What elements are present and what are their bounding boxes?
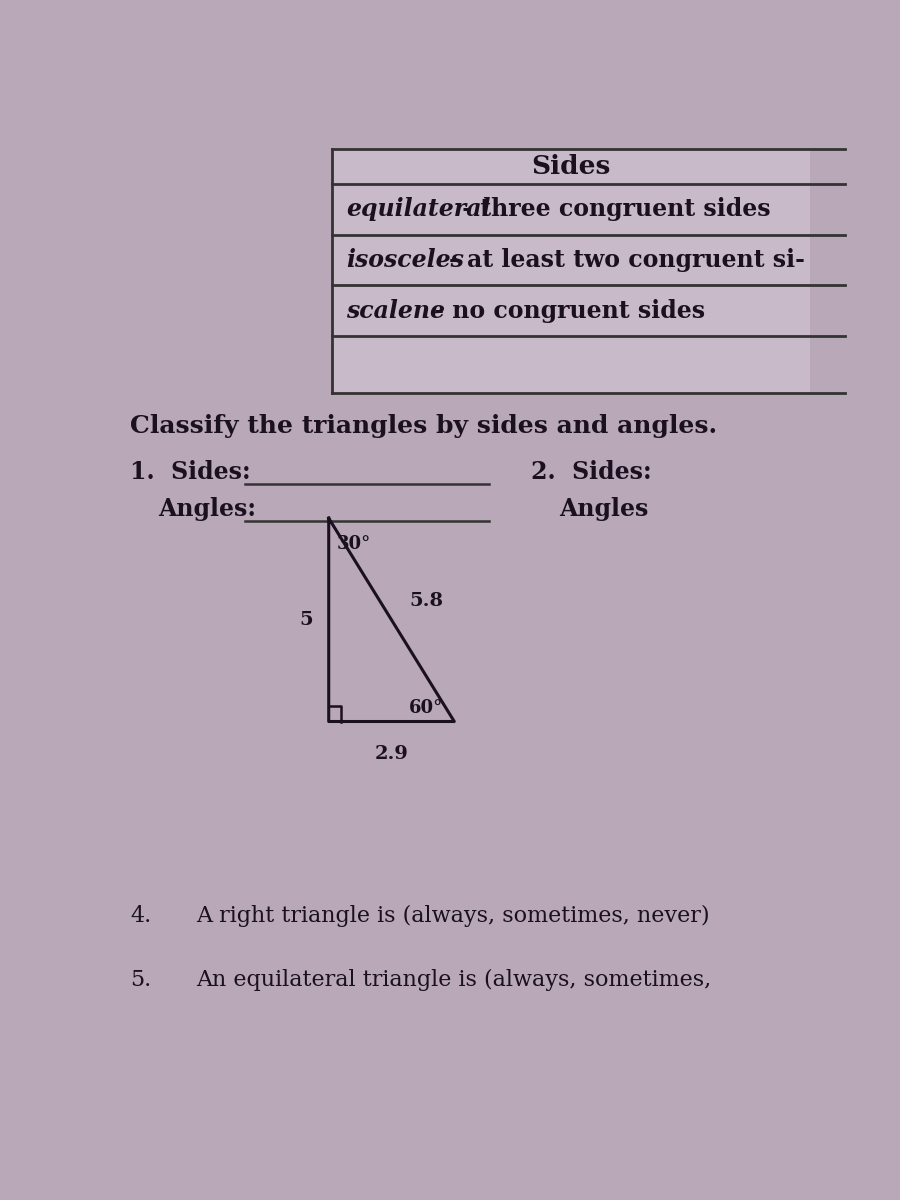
Text: Angles: Angles xyxy=(559,497,648,521)
Text: 4.: 4. xyxy=(130,905,151,926)
Text: 5.: 5. xyxy=(130,970,151,991)
Text: 1.  Sides:: 1. Sides: xyxy=(130,460,250,484)
Text: 30°: 30° xyxy=(338,535,372,553)
Text: A right triangle is (always, sometimes, never): A right triangle is (always, sometimes, … xyxy=(196,905,710,926)
Text: - no congruent sides: - no congruent sides xyxy=(427,299,706,323)
Text: equilateral: equilateral xyxy=(346,197,490,221)
Text: Classify the triangles by sides and angles.: Classify the triangles by sides and angl… xyxy=(130,414,717,438)
Text: Sides: Sides xyxy=(531,154,611,179)
Text: 5.8: 5.8 xyxy=(409,593,443,611)
Text: - three congruent sides: - three congruent sides xyxy=(454,197,771,221)
Text: isosceles: isosceles xyxy=(346,248,464,272)
Text: Angles:: Angles: xyxy=(158,497,256,521)
Text: 60°: 60° xyxy=(409,698,443,716)
Text: scalene: scalene xyxy=(346,299,446,323)
Bar xyxy=(332,149,810,394)
Text: An equilateral triangle is (always, sometimes,: An equilateral triangle is (always, some… xyxy=(196,970,712,991)
Text: 2.9: 2.9 xyxy=(374,744,409,763)
Text: 2.  Sides:: 2. Sides: xyxy=(531,460,652,484)
Text: - at least two congruent si-: - at least two congruent si- xyxy=(449,248,806,272)
Text: 5: 5 xyxy=(300,611,313,629)
